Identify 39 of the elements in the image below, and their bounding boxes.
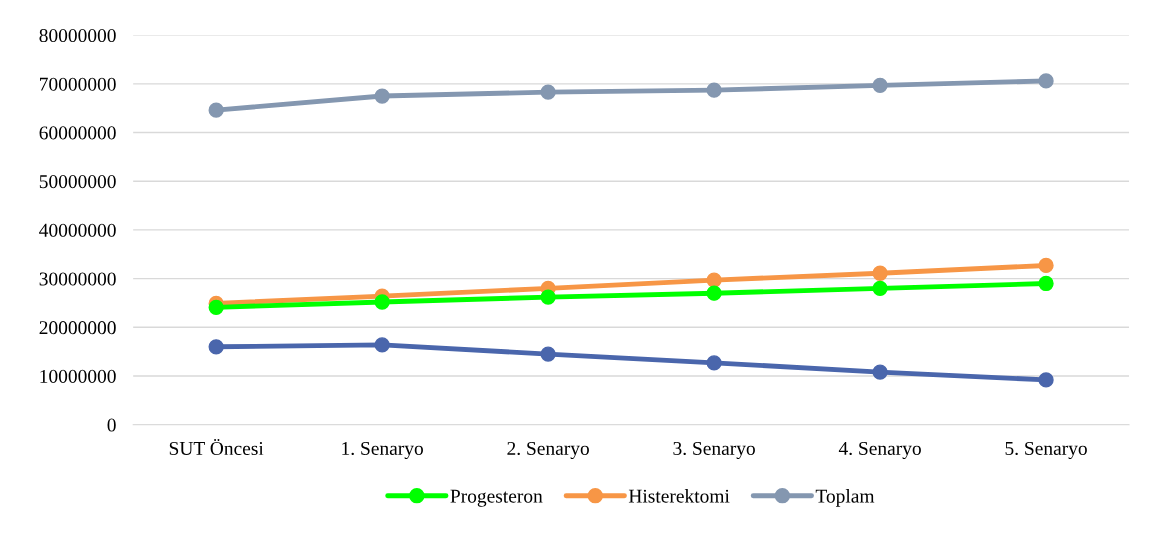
y-tick-label: 10000000 [40,369,116,383]
point [1038,257,1054,274]
point [374,294,390,310]
y-tick-label: 40000000 [39,223,116,237]
point [540,289,556,305]
point [540,84,556,100]
point [374,337,390,353]
point [706,82,722,98]
point [706,272,722,288]
x-tick-label: SUT Öncesi [169,439,264,456]
y-tick-label: 30000000 [39,272,116,286]
legend-label: Toplam [815,489,875,507]
point [208,339,224,355]
point [1038,372,1054,388]
y-tick-label: 20000000 [39,321,116,335]
y-tick-label: 80000000 [39,28,116,43]
point [706,285,722,301]
point [872,77,888,93]
y-tick-label: 70000000 [40,77,116,91]
y-tick-label: 60000000 [39,126,116,140]
x-tick-label: 3. Senaryo [673,441,755,459]
legend-label: Progesteron [450,489,543,507]
x-tick-label: 2. Senaryo [507,441,589,459]
point [872,280,888,296]
x-tick-label: 4. Senaryo [838,441,921,459]
y-tick-label: 50000000 [39,175,116,189]
point [208,102,224,118]
point [872,364,888,380]
point [208,299,224,315]
point [1038,275,1054,292]
point [1038,73,1054,89]
legend-label: Histerektomi [628,489,730,503]
point [706,355,722,371]
point [540,346,556,362]
x-tick-label: 5. Senaryo [1005,441,1087,459]
y-tick-label: 0 [107,418,116,432]
x-tick-label: 1. Senaryo [342,441,423,459]
point [374,88,390,104]
point [872,265,888,281]
